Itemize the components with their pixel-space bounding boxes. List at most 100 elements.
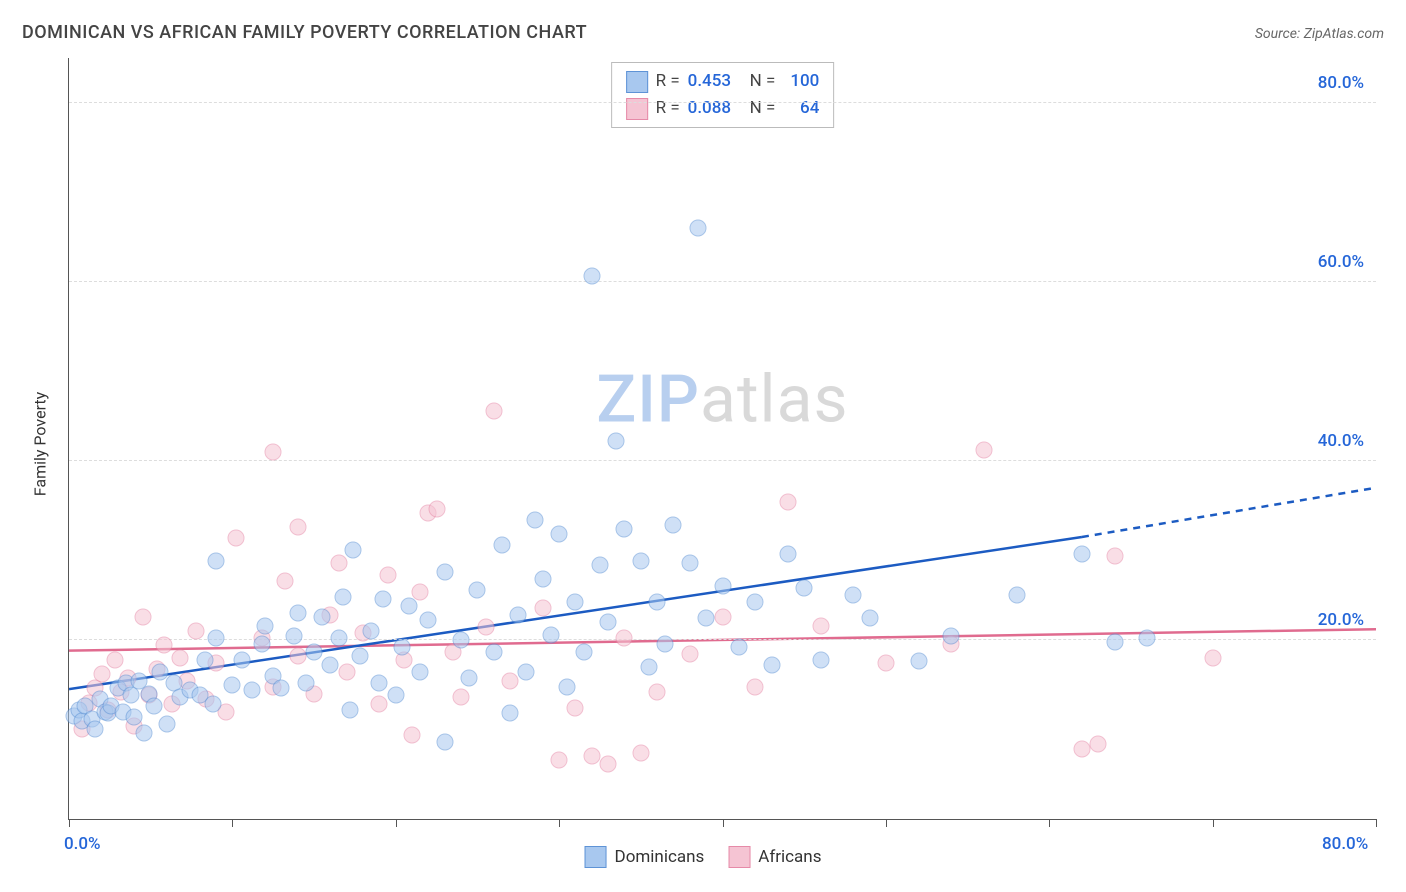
grid-line xyxy=(69,460,1376,461)
data-point xyxy=(420,612,437,629)
legend-r-label: R = xyxy=(656,68,680,95)
data-point xyxy=(338,664,355,681)
data-point xyxy=(608,433,625,450)
data-point xyxy=(387,687,404,704)
data-point xyxy=(534,571,551,588)
x-axis-min-label: 0.0% xyxy=(64,834,101,854)
data-point xyxy=(126,708,143,725)
legend-n-value: 64 xyxy=(783,95,819,122)
data-point xyxy=(227,529,244,546)
legend-stats: R =0.453N =100R =0.088N =64 xyxy=(611,62,835,128)
legend-n-label: N = xyxy=(750,68,776,95)
data-point xyxy=(87,721,104,738)
data-point xyxy=(583,748,600,765)
data-point xyxy=(526,511,543,528)
data-point xyxy=(208,553,225,570)
data-point xyxy=(1139,630,1156,647)
x-tick xyxy=(1213,819,1214,827)
data-point xyxy=(234,651,251,668)
y-tick-label: 60.0% xyxy=(1318,252,1364,272)
legend-n-value: 100 xyxy=(783,68,819,95)
data-point xyxy=(600,614,617,631)
data-point xyxy=(428,501,445,518)
data-point xyxy=(485,402,502,419)
data-point xyxy=(322,657,339,674)
chart-area: Family Poverty ZIPatlas R =0.453N =100R … xyxy=(22,58,1384,870)
grid-line xyxy=(69,281,1376,282)
data-point xyxy=(253,635,270,652)
watermark-part1: ZIP xyxy=(596,362,700,439)
data-point xyxy=(371,674,388,691)
data-point xyxy=(224,676,241,693)
x-tick xyxy=(69,819,70,827)
data-point xyxy=(477,619,494,636)
data-point xyxy=(276,572,293,589)
x-tick xyxy=(886,819,887,827)
data-point xyxy=(812,617,829,634)
data-point xyxy=(172,649,189,666)
legend-n-label: N = xyxy=(750,95,776,122)
data-point xyxy=(714,578,731,595)
data-point xyxy=(436,734,453,751)
legend-swatch xyxy=(626,71,648,93)
data-point xyxy=(779,546,796,563)
legend-stat-row: R =0.453N =100 xyxy=(626,68,820,95)
data-point xyxy=(412,583,429,600)
data-point xyxy=(779,494,796,511)
data-point xyxy=(196,651,213,668)
data-point xyxy=(136,725,153,742)
data-point xyxy=(1073,546,1090,563)
data-point xyxy=(400,597,417,614)
data-point xyxy=(374,590,391,607)
data-point xyxy=(208,630,225,647)
data-point xyxy=(330,630,347,647)
data-point xyxy=(461,669,478,686)
x-tick xyxy=(232,819,233,827)
data-point xyxy=(689,220,706,237)
data-point xyxy=(335,588,352,605)
data-point xyxy=(649,683,666,700)
data-point xyxy=(559,678,576,695)
data-point xyxy=(943,628,960,645)
watermark-part2: atlas xyxy=(700,362,849,439)
data-point xyxy=(379,567,396,584)
data-point xyxy=(155,637,172,654)
y-axis-label-wrap: Family Poverty xyxy=(22,58,58,830)
data-point xyxy=(1090,735,1107,752)
data-point xyxy=(351,648,368,665)
legend-swatch xyxy=(585,846,607,868)
grid-line xyxy=(69,102,1376,103)
legend-stat-row: R = 0.088 N = 64 xyxy=(626,95,820,122)
data-point xyxy=(188,623,205,640)
data-point xyxy=(289,519,306,536)
x-tick xyxy=(559,819,560,827)
data-point xyxy=(145,698,162,715)
header: DOMINICAN VS AFRICAN FAMILY POVERTY CORR… xyxy=(22,22,1384,43)
data-point xyxy=(975,442,992,459)
data-point xyxy=(1106,633,1123,650)
data-point xyxy=(404,726,421,743)
x-tick xyxy=(1376,819,1377,827)
data-point xyxy=(640,658,657,675)
data-point xyxy=(453,631,470,648)
data-point xyxy=(371,696,388,713)
legend-item: Dominicans xyxy=(585,846,705,868)
data-point xyxy=(1073,741,1090,758)
data-point xyxy=(714,608,731,625)
watermark: ZIPatlas xyxy=(596,362,848,439)
data-point xyxy=(812,651,829,668)
data-point xyxy=(665,517,682,534)
data-point xyxy=(681,646,698,663)
data-point xyxy=(632,553,649,570)
source-label: Source: ZipAtlas.com xyxy=(1255,26,1384,42)
data-point xyxy=(910,653,927,670)
data-point xyxy=(485,644,502,661)
data-point xyxy=(394,639,411,656)
data-point xyxy=(845,587,862,604)
data-point xyxy=(297,674,314,691)
data-point xyxy=(518,664,535,681)
legend-r-value: 0.088 xyxy=(688,95,742,122)
data-point xyxy=(747,594,764,611)
legend-r-label: R = xyxy=(656,95,680,122)
data-point xyxy=(649,594,666,611)
